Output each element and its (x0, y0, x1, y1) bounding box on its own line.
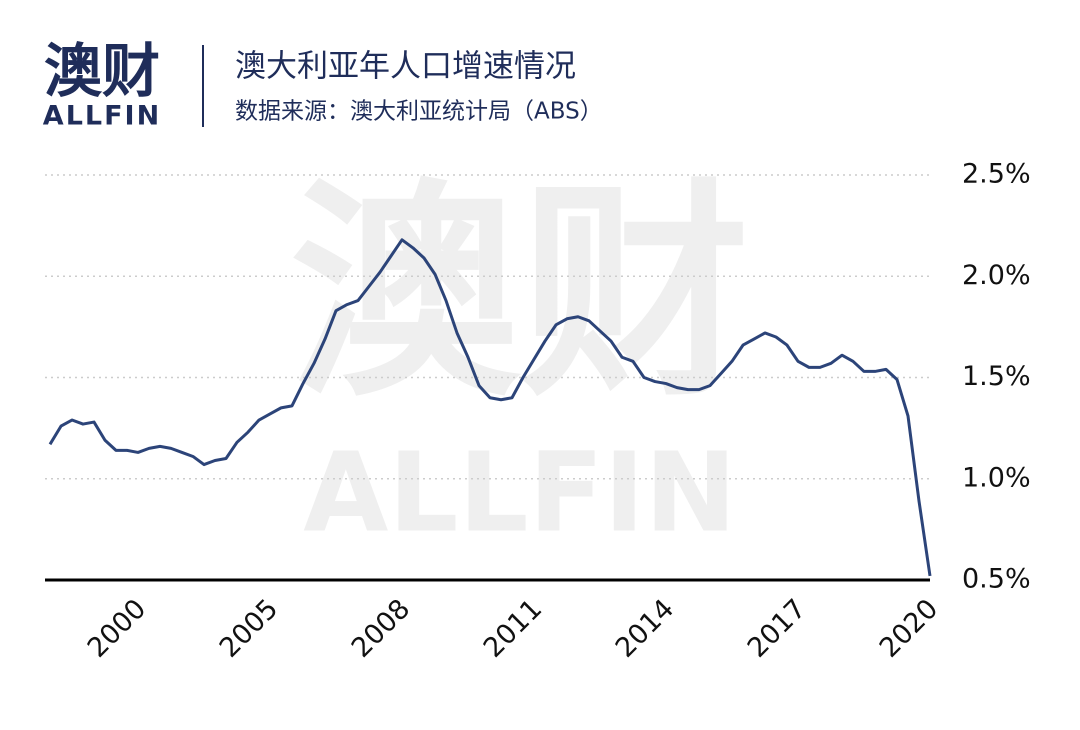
x-tick-label: 2020 (874, 593, 945, 664)
logo-name: 澳财 (44, 37, 160, 105)
y-tick-label: 1.5% (962, 361, 1031, 392)
y-tick-label: 0.5% (962, 564, 1031, 595)
y-tick-label: 2.0% (962, 260, 1031, 291)
x-tick-label: 2005 (214, 593, 285, 664)
x-tick-label: 2008 (346, 593, 417, 664)
line (48, 238, 932, 577)
x-tick-label: 2014 (610, 593, 681, 664)
x-tick-label: 2017 (742, 593, 813, 664)
watermark: 澳财 ALLFIN (290, 161, 750, 556)
watermark-sub: ALLFIN (303, 428, 736, 556)
chart-subtitle: 数据来源：澳大利亚统计局（ABS） (235, 99, 603, 125)
x-tick-label: 2011 (478, 593, 549, 664)
y-tick-label: 1.0% (962, 462, 1031, 493)
logo-sub: ALLFIN (43, 101, 161, 132)
chart-title: 澳大利亚年人口增速情况 (235, 49, 576, 85)
y-tick-label: 2.5% (962, 159, 1031, 190)
x-tick-label: 2000 (82, 593, 153, 664)
